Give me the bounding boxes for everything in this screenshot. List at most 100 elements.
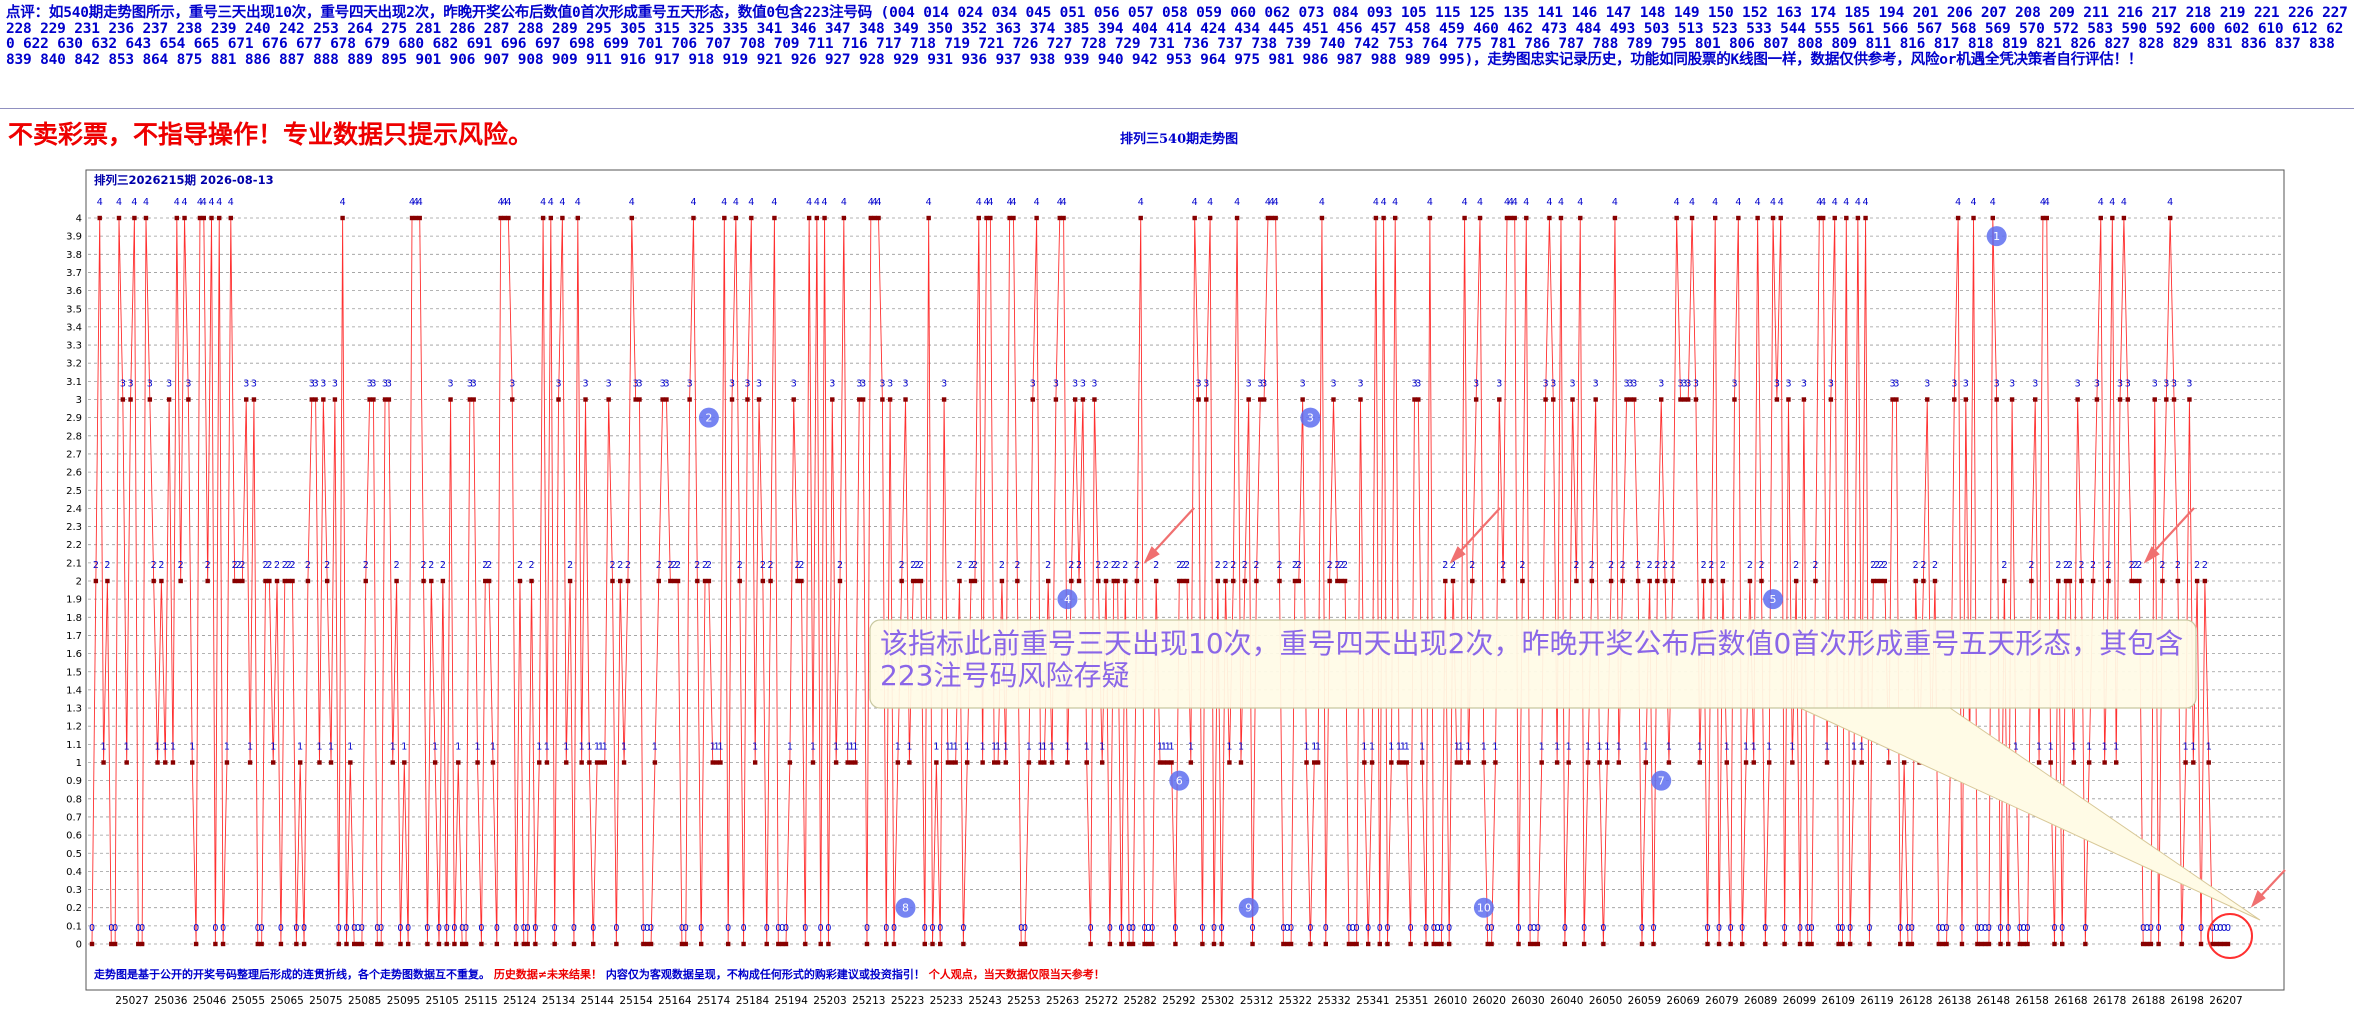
point-value-label: 2 (1519, 560, 1525, 571)
series-point (783, 941, 789, 947)
series-point (471, 397, 476, 402)
series-point (1817, 215, 1822, 221)
series-point (1018, 941, 1024, 947)
series-point (1466, 760, 1471, 765)
series-point (2156, 941, 2161, 947)
point-value-label: 0 (293, 923, 299, 934)
point-value-label: 0 (1650, 923, 1656, 934)
point-value-label: 2 (910, 560, 916, 571)
point-value-label: 4 (1971, 197, 1977, 208)
point-value-label: 2 (2129, 560, 2135, 571)
point-value-label: 2 (999, 560, 1005, 571)
series-point (1219, 941, 1224, 947)
point-value-label: 2 (2001, 560, 2007, 571)
point-value-label: 2 (760, 560, 766, 571)
point-value-label: 2 (1277, 560, 1283, 571)
y-tick-label: 0.9 (66, 776, 82, 787)
series-point (1281, 941, 1286, 947)
point-value-label: 3 (320, 379, 326, 390)
point-value-label: 2 (2159, 560, 2165, 571)
series-point (355, 941, 361, 947)
series-point (1666, 760, 1672, 765)
point-value-label: 4 (1755, 197, 1761, 208)
series-point (459, 941, 465, 947)
series-point (1304, 760, 1309, 765)
point-value-label: 3 (251, 379, 257, 390)
point-value-label: 4 (876, 197, 882, 208)
series-point (255, 941, 260, 947)
x-tick-label: 25213 (852, 995, 885, 1007)
series-point (1045, 578, 1051, 584)
point-value-label: 1 (1585, 742, 1591, 753)
point-value-label: 4 (575, 197, 581, 208)
series-point (868, 215, 874, 221)
point-value-label: 4 (1770, 197, 1776, 208)
series-point (2110, 215, 2115, 221)
point-value-label: 3 (1631, 379, 1637, 390)
series-point (398, 941, 403, 947)
x-tick-label: 25351 (1395, 995, 1428, 1007)
circle-marker (895, 897, 916, 918)
y-tick-label: 0.1 (66, 921, 82, 932)
series-point (1285, 941, 1290, 947)
series-point (1080, 397, 1086, 402)
series-point (621, 760, 627, 765)
point-value-label: 3 (941, 379, 947, 390)
series-point (517, 578, 523, 584)
series-point (2218, 941, 2223, 947)
x-tick-label: 25046 (193, 995, 227, 1007)
point-value-label: 2 (1913, 560, 1919, 571)
point-value-label: 2 (625, 560, 631, 571)
point-value-label: 0 (648, 923, 654, 934)
point-value-label: 0 (212, 923, 218, 934)
point-value-label: 0 (1118, 923, 1124, 934)
series-point (1558, 215, 1564, 221)
point-value-label: 4 (690, 197, 696, 208)
series-point (1732, 397, 1737, 402)
series-point (321, 397, 326, 402)
series-point (587, 760, 592, 765)
point-value-label: 4 (498, 197, 504, 208)
point-value-label: 2 (1223, 560, 1229, 571)
point-value-label: 0 (259, 923, 265, 934)
series-point (1801, 397, 1807, 402)
series-point (2198, 941, 2204, 947)
series-point (602, 760, 607, 765)
point-value-label: 0 (1022, 923, 1028, 934)
point-value-label: 1 (1037, 742, 1043, 753)
series-point (340, 215, 345, 221)
series-point (1123, 578, 1128, 584)
series-point (1844, 215, 1849, 221)
series-point (999, 578, 1005, 584)
point-value-label: 0 (1986, 923, 1992, 934)
point-value-label: 3 (448, 379, 454, 390)
point-value-label: 4 (1816, 197, 1822, 208)
series-point (521, 941, 527, 947)
circle-marker (1300, 407, 1321, 428)
y-tick-label: 0.3 (66, 885, 82, 896)
series-point (2083, 941, 2088, 947)
series-point (633, 397, 638, 402)
circle-marker (698, 407, 719, 428)
point-value-label: 3 (367, 379, 373, 390)
series-point (479, 941, 484, 947)
series-point (1242, 578, 1248, 584)
x-tick-label: 25272 (1085, 995, 1118, 1007)
point-value-label: 2 (1215, 560, 1221, 571)
series-point (1011, 215, 1016, 221)
circle-marker-label: 7 (1658, 775, 1665, 788)
point-value-label: 0 (424, 923, 430, 934)
series-point (537, 760, 542, 765)
point-value-label: 0 (2213, 923, 2219, 934)
series-point (938, 941, 943, 947)
y-tick-label: 2.2 (66, 540, 82, 551)
point-value-label: 0 (2005, 923, 2011, 934)
series-point (112, 941, 118, 947)
series-point (267, 578, 272, 584)
series-point (968, 578, 974, 584)
series-point (1435, 941, 1440, 947)
point-value-label: 4 (413, 197, 419, 208)
y-tick-label: 0.6 (66, 831, 82, 842)
point-value-label: 0 (1600, 923, 1606, 934)
point-value-label: 2 (1608, 560, 1614, 571)
